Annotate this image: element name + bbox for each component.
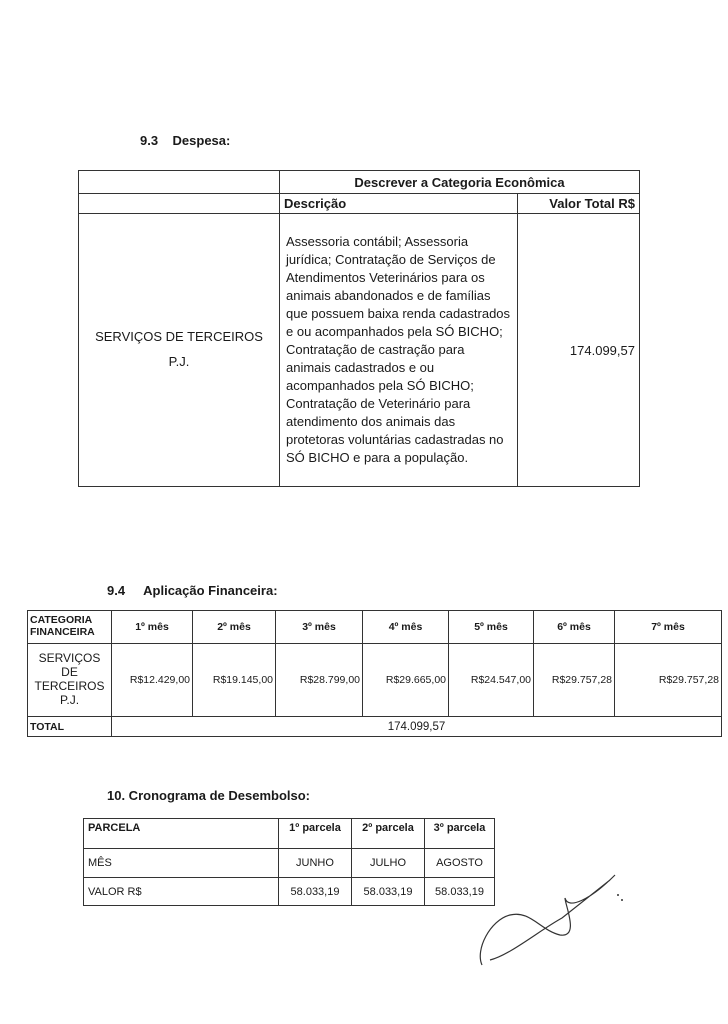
- empty-cell: [78, 170, 280, 194]
- col-value: Valor Total R$: [517, 193, 640, 214]
- section-title: Aplicação Financeira:: [143, 583, 278, 598]
- section-9-3-heading: 9.3 Despesa:: [140, 133, 230, 148]
- month-value: R$29.665,00: [362, 643, 449, 717]
- section-10-heading: 10. Cronograma de Desembolso:: [107, 788, 310, 803]
- value-cell: 174.099,57: [517, 213, 640, 487]
- empty-cell: [78, 193, 280, 214]
- category-line: SERVIÇOS DE TERCEIROS: [95, 329, 263, 345]
- section-number: 9.3: [140, 133, 159, 148]
- col-month: 4º mês: [362, 610, 449, 644]
- category-cell: SERVIÇOS DE TERCEIROS P.J.: [78, 213, 280, 487]
- month-value: R$29.757,28: [614, 643, 722, 717]
- col-month: 5º mês: [448, 610, 534, 644]
- row-label: VALOR R$: [83, 877, 279, 906]
- total-value: 174.099,57: [111, 716, 722, 737]
- month-cell: JULHO: [351, 848, 425, 878]
- col-month: 7º mês: [614, 610, 722, 644]
- value-cell: 58.033,19: [278, 877, 352, 906]
- month-value: R$12.429,00: [111, 643, 193, 717]
- col-description: Descrição: [279, 193, 518, 214]
- col-month: 2º mês: [192, 610, 276, 644]
- month-value: R$24.547,00: [448, 643, 534, 717]
- col-month: 3º mês: [275, 610, 363, 644]
- row-category: SERVIÇOS DE TERCEIROS P.J.: [27, 643, 112, 717]
- expense-table: Descrever a Categoria Econômica Descriçã…: [78, 170, 640, 487]
- col-category: CATEGORIA FINANCEIRA: [27, 610, 112, 644]
- month-value: R$19.145,00: [192, 643, 276, 717]
- section-number: 9.4: [107, 583, 126, 598]
- description-cell: Assessoria contábil; Assessoria jurídica…: [279, 213, 518, 487]
- financial-application-table: CATEGORIA FINANCEIRA 1º mês 2º mês 3º mê…: [27, 610, 722, 737]
- installment-header: 3º parcela: [424, 818, 495, 849]
- col-month: 6º mês: [533, 610, 615, 644]
- installment-header: 1º parcela: [278, 818, 352, 849]
- value-cell: 58.033,19: [351, 877, 425, 906]
- col-month: 1º mês: [111, 610, 193, 644]
- header-top: Descrever a Categoria Econômica: [279, 170, 640, 194]
- section-9-4-heading: 9.4 Aplicação Financeira:: [107, 583, 278, 598]
- month-value: R$28.799,00: [275, 643, 363, 717]
- handwritten-signature: [479, 874, 623, 966]
- category-line: P.J.: [168, 354, 190, 369]
- value-cell: 58.033,19: [424, 877, 495, 906]
- disbursement-schedule-table: PARCELA 1º parcela 2º parcela 3º parcela…: [83, 818, 495, 906]
- total-label: TOTAL: [27, 716, 112, 737]
- row-label: MÊS: [83, 848, 279, 878]
- month-cell: JUNHO: [278, 848, 352, 878]
- row-label: PARCELA: [83, 818, 279, 849]
- section-title: Despesa:: [172, 133, 231, 148]
- month-value: R$29.757,28: [533, 643, 615, 717]
- installment-header: 2º parcela: [351, 818, 425, 849]
- month-cell: AGOSTO: [424, 848, 495, 878]
